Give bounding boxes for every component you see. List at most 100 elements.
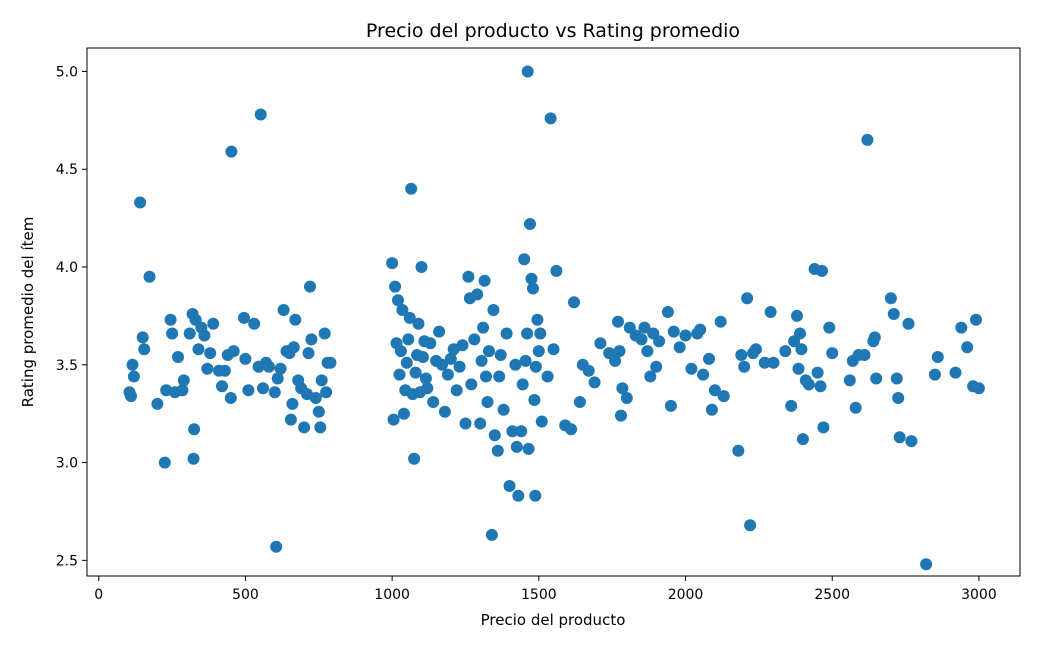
data-point <box>512 489 525 502</box>
data-point <box>795 343 808 356</box>
data-point <box>198 329 211 342</box>
data-point <box>544 112 557 125</box>
data-point <box>905 435 918 448</box>
data-point <box>216 380 228 393</box>
data-point <box>708 384 721 397</box>
data-point <box>653 335 666 348</box>
data-point <box>438 405 451 418</box>
data-point <box>444 352 457 365</box>
data-point <box>615 409 627 422</box>
data-point <box>550 264 563 277</box>
data-point <box>510 440 523 453</box>
data-point <box>409 366 422 379</box>
data-point <box>582 364 595 377</box>
data-point <box>534 327 547 340</box>
data-point <box>268 386 281 399</box>
data-point <box>125 390 137 403</box>
data-point <box>277 304 290 316</box>
data-point <box>393 368 406 381</box>
data-point <box>151 397 164 410</box>
data-point <box>427 396 440 408</box>
data-point <box>134 196 147 209</box>
data-point <box>227 345 240 358</box>
data-point <box>758 356 771 369</box>
data-point <box>289 313 302 326</box>
data-point <box>667 325 680 338</box>
data-point <box>764 306 777 318</box>
data-point <box>302 347 315 360</box>
data-point <box>126 358 139 371</box>
data-point <box>970 313 982 326</box>
data-point <box>528 394 541 406</box>
data-point <box>785 399 798 412</box>
data-point <box>529 489 542 502</box>
data-point <box>238 311 250 324</box>
data-point <box>412 317 425 330</box>
data-points <box>123 65 985 571</box>
data-point <box>494 349 507 361</box>
data-point <box>158 456 171 469</box>
data-point <box>529 360 542 373</box>
data-point <box>474 417 487 430</box>
x-tick-label: 2500 <box>814 587 850 603</box>
y-axis-label: Rating promedio del ítem <box>19 217 37 408</box>
data-point <box>928 368 941 381</box>
data-point <box>172 351 184 363</box>
data-point <box>459 417 472 430</box>
data-point <box>817 421 830 434</box>
data-point <box>638 321 651 334</box>
data-point <box>522 442 535 455</box>
data-point <box>207 317 220 330</box>
data-point <box>644 370 657 383</box>
data-point <box>201 362 214 375</box>
data-point <box>613 345 626 358</box>
data-point <box>525 272 538 285</box>
plot-frame <box>86 47 1021 577</box>
y-tick-label: 2.5 <box>56 553 78 569</box>
data-point <box>471 288 484 301</box>
data-point <box>224 392 237 404</box>
data-point <box>531 313 544 326</box>
data-point <box>823 321 836 334</box>
data-point <box>309 392 322 404</box>
data-point <box>767 356 780 369</box>
data-point <box>794 327 806 340</box>
data-point <box>594 337 607 350</box>
data-point <box>679 329 692 342</box>
data-point <box>242 384 255 397</box>
data-point <box>620 392 633 404</box>
data-point <box>483 345 495 358</box>
data-point <box>481 396 494 408</box>
data-point <box>858 349 871 361</box>
data-point <box>612 315 624 328</box>
data-point <box>487 304 500 316</box>
data-point <box>588 376 601 389</box>
data-point <box>717 390 730 403</box>
data-point <box>506 425 519 438</box>
data-point <box>521 65 534 78</box>
data-point <box>387 413 400 426</box>
data-point <box>386 257 399 270</box>
data-point <box>403 311 416 324</box>
data-point <box>262 360 275 373</box>
y-axis-ticks: 2.5 3.0 3.5 4.0 4.5 5.0 <box>56 64 87 569</box>
data-point <box>890 372 903 385</box>
x-tick-label: 1500 <box>521 587 557 603</box>
data-point <box>641 345 654 358</box>
data-point <box>315 374 328 387</box>
x-tick-label: 0 <box>94 587 103 603</box>
data-point <box>849 401 862 414</box>
data-point <box>450 384 463 397</box>
data-point <box>565 423 578 436</box>
data-point <box>573 396 586 408</box>
data-point <box>949 366 962 379</box>
data-point <box>497 403 510 416</box>
data-point <box>616 382 629 395</box>
data-point <box>792 362 805 375</box>
data-point <box>397 407 410 420</box>
x-axis-label: Precio del producto <box>481 611 626 629</box>
data-point <box>527 282 539 295</box>
data-point <box>436 358 448 371</box>
data-point <box>305 333 318 346</box>
